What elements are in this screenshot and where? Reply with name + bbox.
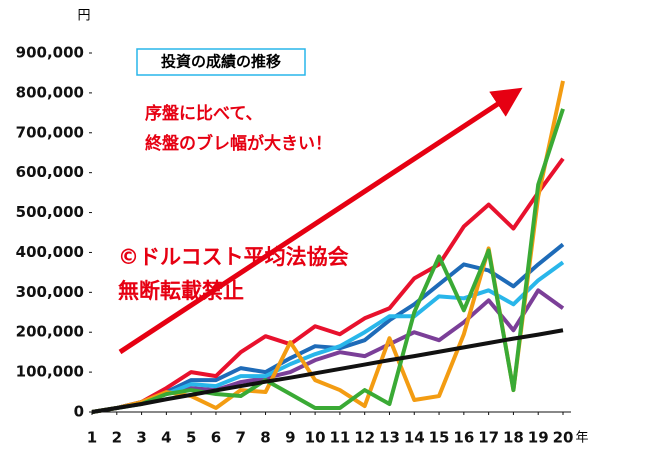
x-tick-label: 13: [379, 429, 400, 447]
y-tick-label: 100,000: [16, 363, 84, 381]
y-tick-label: 300,000: [16, 283, 84, 301]
x-tick-label: 4: [161, 429, 171, 447]
annotation: 序盤に比べて、: [145, 103, 262, 124]
series-line: [91, 108, 565, 414]
y-tick-label: 500,000: [16, 203, 84, 221]
annotation: 終盤のブレ幅が大きい！: [145, 133, 332, 154]
y-tick-label: 700,000: [16, 123, 84, 141]
x-tick-label: 11: [329, 429, 350, 447]
x-tick-label: 6: [211, 429, 221, 447]
x-tick-label: 8: [260, 429, 270, 447]
chart-title: 投資の成績の推移: [161, 53, 281, 71]
y-unit: 円: [77, 9, 90, 24]
watermark: 無断転載禁止: [118, 279, 244, 303]
x-tick-label: 7: [236, 429, 246, 447]
y-tick-label: 900,000: [16, 44, 84, 62]
x-tick-label: 3: [136, 429, 146, 447]
x-tick-label: 14: [404, 429, 425, 447]
x-tick-label: 15: [429, 429, 450, 447]
x-tick-label: 9: [285, 429, 295, 447]
x-tick-label: 10: [305, 429, 326, 447]
x-tick-label: 2: [112, 429, 122, 447]
y-tick-label: 800,000: [16, 83, 84, 101]
x-tick-label: 17: [478, 429, 499, 447]
x-tick-label: 5: [186, 429, 196, 447]
x-tick-label: 19: [528, 429, 549, 447]
x-tick-label: 12: [354, 429, 375, 447]
trend-arrow: [118, 87, 523, 355]
title-box: [136, 48, 306, 76]
x-tick-label: 20: [553, 429, 574, 447]
x-tick-label: 18: [503, 429, 524, 447]
watermark: ©ドルコスト平均法協会: [118, 245, 349, 269]
y-tick-label: 0: [74, 403, 84, 421]
x-tick-label: 1: [87, 429, 97, 447]
x-unit: 年: [575, 431, 588, 446]
y-tick-label: 600,000: [16, 163, 84, 181]
y-tick-label: 400,000: [16, 243, 84, 261]
y-tick-label: 200,000: [16, 323, 84, 341]
series-line: [91, 157, 565, 414]
series-line: [91, 328, 564, 414]
x-tick-label: 16: [453, 429, 474, 447]
